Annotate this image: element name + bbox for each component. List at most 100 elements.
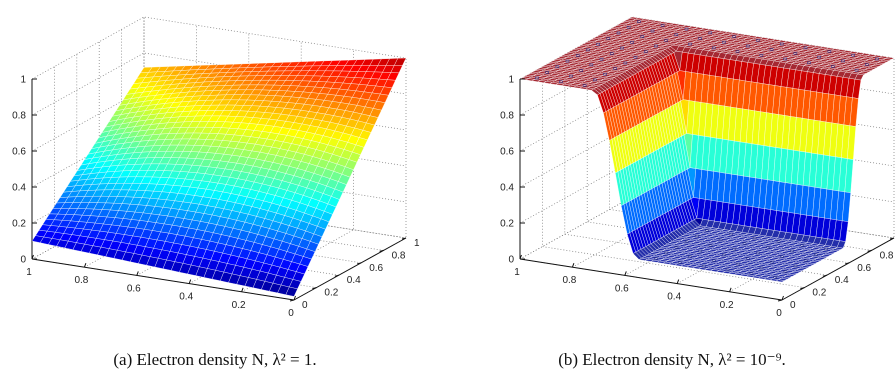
p1-mesh-mark	[664, 39, 668, 42]
p0-x-tick-label: 0.6	[127, 283, 141, 294]
surface-plot-a: 00.20.40.60.8100.20.40.60.8100.20.40.60.…	[12, 16, 420, 320]
p1-mesh-mark	[732, 35, 736, 38]
p1-mesh-mark	[674, 33, 679, 37]
p1-mesh-mark	[752, 236, 757, 240]
p0-x-axis	[31, 258, 295, 301]
p1-mesh-mark	[654, 44, 658, 48]
p1-mesh-mark	[746, 257, 750, 260]
p1-mesh-mark	[664, 251, 669, 255]
p1-mesh-mark	[603, 72, 607, 76]
p1-mesh-mark	[695, 234, 699, 238]
p1-mesh-mark	[793, 264, 798, 268]
p1-mesh-mark	[606, 37, 611, 40]
p1-mesh-mark	[745, 44, 750, 48]
p1-mesh-mark	[684, 27, 689, 31]
surface-plot-b: 00.20.40.60.8100.20.40.60.8100.20.40.60.…	[500, 16, 895, 319]
p1-mesh-mark	[769, 261, 774, 264]
p1-mesh-mark	[729, 232, 733, 236]
p1-x-tick-label: 0.4	[667, 292, 681, 303]
p0-x-tick-mark	[31, 254, 34, 260]
p1-x-tick-mark	[729, 287, 732, 292]
p1-mesh-mark	[759, 54, 764, 57]
p1-grid-z-2	[519, 124, 895, 188]
p0-grid-z-2	[31, 124, 407, 188]
p1-mesh-mark	[620, 46, 624, 50]
p1-mesh-mark	[854, 68, 859, 72]
p1-y-tick-mark	[845, 262, 850, 265]
p0-ticks: 00.20.40.60.8100.20.40.60.8100.20.40.60.…	[12, 75, 420, 320]
p1-mesh-mark	[609, 52, 614, 55]
p1-mesh-mark	[698, 249, 703, 253]
p1-mesh-mark	[650, 29, 655, 33]
p1-mesh-mark	[684, 240, 689, 244]
p1-mesh-mark	[630, 41, 634, 44]
p1-mesh-mark	[633, 56, 638, 59]
p0-mesh-cell	[285, 286, 298, 297]
p1-z-tick-label: 0.6	[500, 147, 514, 158]
p1-x-tick-mark	[624, 271, 627, 276]
p1-mesh-mark	[626, 26, 631, 29]
p1-mesh-mark	[637, 20, 641, 23]
p1-z-tick-label: 0	[508, 255, 514, 266]
p1-mesh-mark	[725, 268, 730, 272]
p0-z-tick-label: 1	[20, 75, 26, 86]
p0-z-tick-label: 0.2	[12, 219, 26, 230]
p1-mesh-mark	[593, 78, 597, 82]
p1-mesh-mark	[783, 57, 787, 61]
p1-x-tick-mark	[571, 263, 575, 268]
p1-mesh-mark	[779, 42, 784, 46]
p1-mesh-mark	[756, 39, 760, 42]
p1-mesh-mark	[756, 251, 760, 255]
p1-mesh-mark	[575, 54, 580, 57]
p1-y-tick-label: 0.8	[880, 250, 894, 261]
p1-mesh-mark	[722, 253, 726, 257]
p1-mesh-cell	[775, 279, 786, 283]
p0-y-tick-mark	[334, 274, 339, 277]
p1-y-axis	[781, 237, 895, 301]
p1-mesh-mark	[688, 255, 692, 259]
p1-y-tick-mark	[777, 299, 783, 302]
p1-y-tick-mark	[822, 274, 827, 277]
p1-mesh-mark	[660, 24, 665, 27]
p0-x-tick-mark	[83, 263, 87, 268]
p1-y-tick-label: 0	[790, 300, 796, 311]
p1-mesh-mark	[807, 61, 811, 65]
p1-mesh-mark	[708, 31, 713, 35]
p1-x-tick-mark	[781, 295, 784, 301]
p1-mesh-mark	[831, 65, 835, 68]
p1-grid-z-1	[519, 160, 895, 224]
p0-y-tick-label: 0.4	[347, 275, 361, 286]
p0-z-tick-label: 0.6	[12, 147, 26, 158]
p1-mesh-mark	[780, 255, 784, 258]
p1-mesh-mark	[535, 76, 539, 80]
p1-x-axis	[519, 258, 783, 301]
p1-mesh-mark	[800, 244, 805, 247]
p1-mesh-mark	[579, 69, 583, 72]
p1-y-tick-mark	[800, 287, 805, 290]
p1-mesh-mark	[749, 272, 754, 275]
p1-mesh-mark	[678, 261, 682, 264]
p1-mesh-mark	[735, 262, 740, 266]
p1-mesh-mark	[769, 48, 774, 51]
p1-mesh-mark	[841, 59, 845, 63]
p1-mesh-mark	[742, 242, 747, 245]
p0-x-tick-mark	[188, 279, 192, 284]
p1-y-tick-mark	[889, 237, 895, 240]
p1-mesh-mark	[803, 46, 808, 50]
p1-mesh-mark	[708, 244, 713, 247]
p1-mesh-mark	[613, 67, 617, 70]
p0-y-tick-mark	[401, 237, 407, 240]
p1-mesh-mark	[766, 246, 771, 249]
p1-z-tick-label: 0.8	[500, 111, 514, 122]
p1-x-tick-label: 0.2	[720, 300, 734, 311]
p1-y-tick-label: 0.2	[812, 288, 826, 299]
p1-z-tick-label: 0.4	[500, 183, 514, 194]
p1-mesh-mark	[793, 52, 798, 55]
p1-mesh-mark	[674, 246, 679, 249]
p0-y-tick-label: 0.2	[324, 288, 338, 299]
p0-z-tick-label: 0.8	[12, 111, 26, 122]
p0-y-tick-label: 0	[302, 300, 308, 311]
p1-ticks: 00.20.40.60.8100.20.40.60.8100.20.40.60.…	[500, 75, 895, 319]
p1-mesh-mark	[569, 74, 573, 78]
